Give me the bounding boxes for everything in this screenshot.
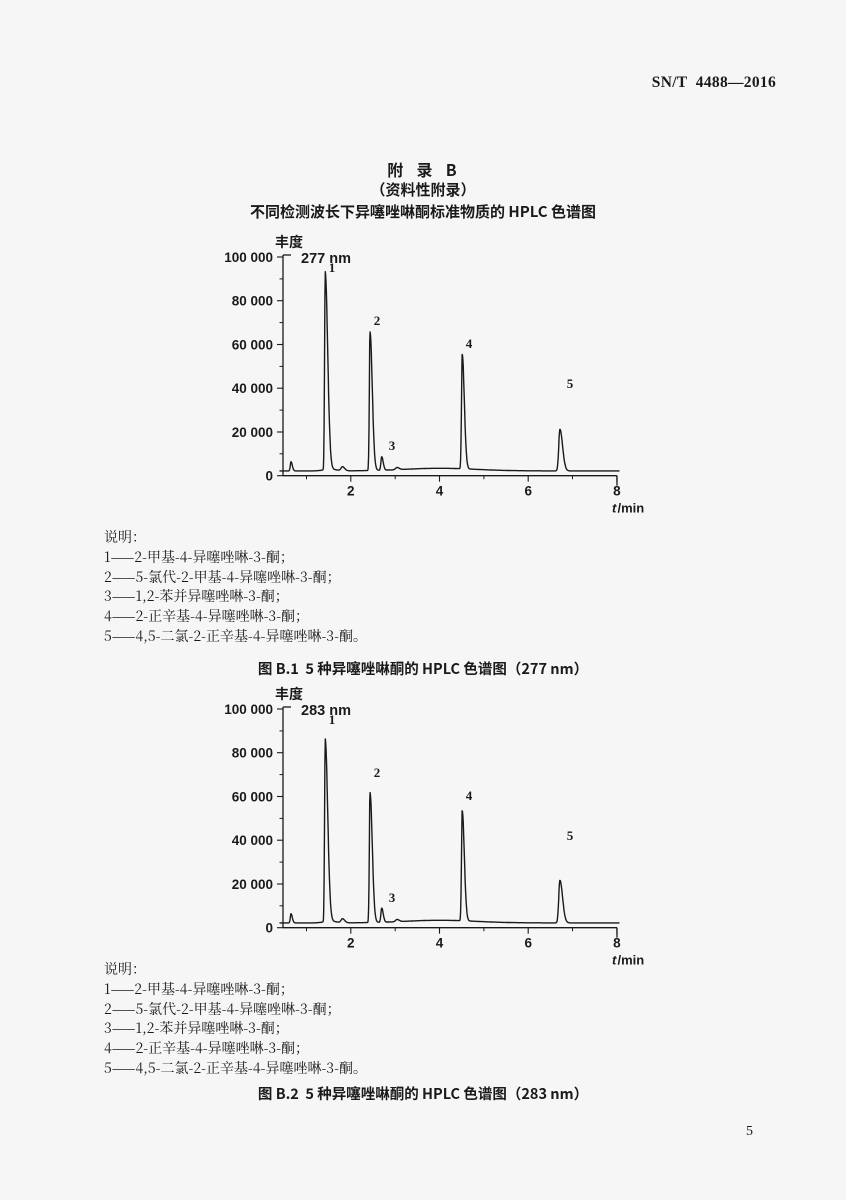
- svg-text:丰度: 丰度: [275, 232, 303, 252]
- svg-text:t: t: [612, 501, 617, 516]
- svg-text:/min: /min: [618, 953, 645, 968]
- svg-text:t: t: [612, 953, 617, 968]
- svg-text:8: 8: [613, 484, 621, 499]
- svg-text:2: 2: [374, 765, 381, 780]
- svg-text:60 000: 60 000: [232, 338, 273, 353]
- svg-text:0: 0: [265, 469, 273, 484]
- svg-text:4: 4: [466, 788, 473, 803]
- svg-text:60 000: 60 000: [232, 790, 273, 805]
- svg-text:40 000: 40 000: [232, 381, 273, 396]
- svg-text:8: 8: [613, 936, 621, 951]
- svg-text:4: 4: [436, 936, 444, 951]
- svg-text:2: 2: [347, 936, 355, 951]
- svg-text:3: 3: [389, 438, 396, 453]
- svg-text:1: 1: [329, 260, 336, 275]
- svg-text:1: 1: [329, 712, 336, 727]
- svg-text:80 000: 80 000: [232, 746, 273, 761]
- svg-text:100 000: 100 000: [224, 702, 273, 717]
- svg-text:40 000: 40 000: [232, 833, 273, 848]
- svg-text:100 000: 100 000: [224, 250, 273, 265]
- svg-text:277 nm: 277 nm: [301, 251, 351, 267]
- svg-text:5: 5: [567, 828, 574, 843]
- svg-text:80 000: 80 000: [232, 294, 273, 309]
- svg-text:2: 2: [374, 313, 381, 328]
- svg-text:6: 6: [524, 936, 532, 951]
- svg-text:0: 0: [265, 921, 273, 936]
- svg-text:4: 4: [436, 484, 444, 499]
- svg-text:20 000: 20 000: [232, 877, 273, 892]
- svg-text:283 nm: 283 nm: [301, 703, 351, 719]
- svg-text:6: 6: [524, 484, 532, 499]
- svg-text:20 000: 20 000: [232, 425, 273, 440]
- svg-text:2: 2: [347, 484, 355, 499]
- svg-text:丰度: 丰度: [275, 684, 303, 704]
- svg-text:5: 5: [567, 376, 574, 391]
- svg-text:4: 4: [466, 336, 473, 351]
- svg-text:/min: /min: [618, 501, 645, 516]
- svg-text:3: 3: [389, 890, 396, 905]
